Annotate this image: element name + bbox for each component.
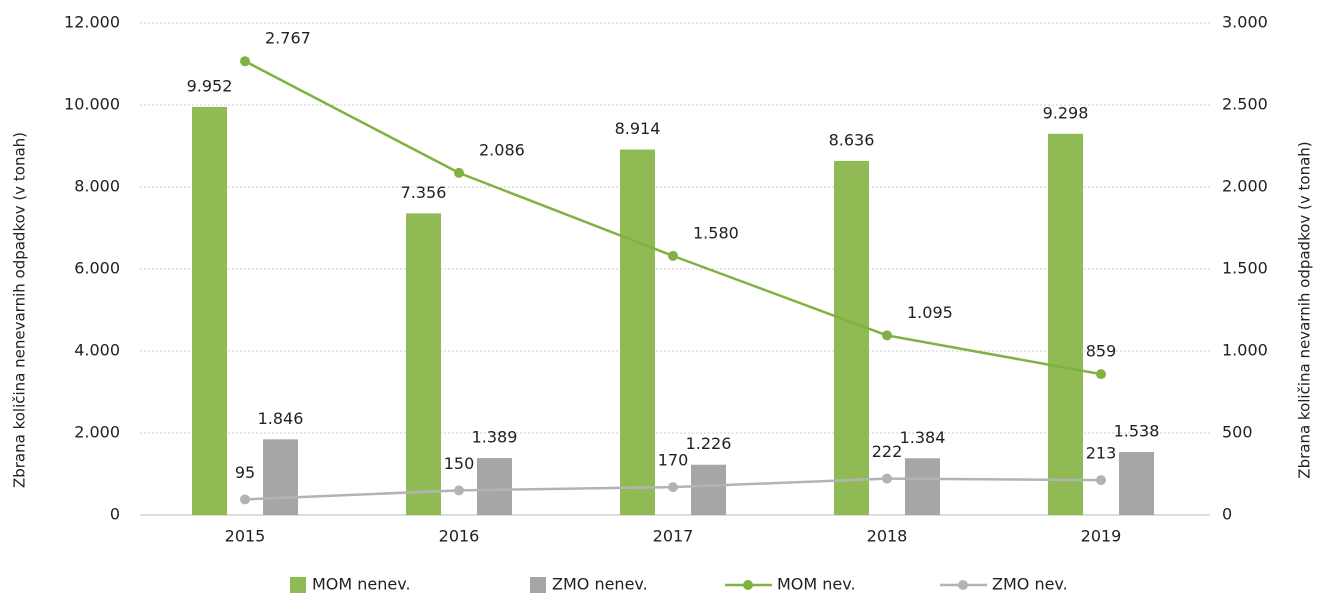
y2-tick-label: 2.500 bbox=[1222, 95, 1268, 114]
data-label: 170 bbox=[658, 451, 689, 470]
x-tick-label: 2017 bbox=[653, 527, 694, 546]
data-label: 1.226 bbox=[686, 434, 732, 453]
data-label: 2.767 bbox=[265, 29, 311, 48]
data-label: 213 bbox=[1086, 444, 1117, 463]
legend-swatch bbox=[743, 580, 753, 590]
x-tick-label: 2018 bbox=[867, 527, 908, 546]
marker bbox=[240, 494, 250, 505]
data-label: 1.846 bbox=[258, 409, 304, 428]
data-label: 8.914 bbox=[615, 119, 661, 138]
data-label: 8.636 bbox=[829, 130, 875, 149]
legend-swatch bbox=[530, 577, 546, 593]
marker bbox=[454, 485, 464, 496]
data-label: 1.384 bbox=[900, 428, 946, 447]
line bbox=[244, 60, 1102, 376]
bar bbox=[620, 149, 655, 515]
y2-axis-title: Zbrana količina nevarnih odpadkov (v ton… bbox=[1296, 141, 1314, 478]
bar bbox=[1048, 133, 1083, 516]
y-tick-label: 2.000 bbox=[74, 423, 120, 442]
data-label: 1.389 bbox=[472, 428, 518, 447]
y-tick-label: 4.000 bbox=[74, 341, 120, 360]
data-label: 1.538 bbox=[1114, 421, 1160, 440]
data-label: 1.580 bbox=[693, 223, 739, 242]
legend-label: MOM nenev. bbox=[312, 575, 411, 594]
legend-swatch bbox=[290, 577, 306, 593]
bar bbox=[263, 439, 298, 515]
y2-tick-label: 2.000 bbox=[1222, 177, 1268, 196]
marker bbox=[882, 473, 892, 484]
marker bbox=[454, 167, 464, 178]
bar bbox=[406, 213, 441, 516]
legend-label: ZMO nenev. bbox=[552, 575, 648, 594]
data-label: 2.086 bbox=[479, 140, 525, 159]
y-tick-label: 0 bbox=[110, 505, 120, 524]
legend-swatch bbox=[958, 580, 968, 590]
y2-tick-label: 0 bbox=[1222, 505, 1232, 524]
y2-tick-label: 500 bbox=[1222, 423, 1253, 442]
data-label: 150 bbox=[444, 454, 475, 473]
y-tick-label: 8.000 bbox=[74, 177, 120, 196]
bar bbox=[691, 464, 726, 515]
data-label: 95 bbox=[235, 463, 255, 482]
marker bbox=[240, 56, 250, 67]
y-tick-label: 6.000 bbox=[74, 259, 120, 278]
marker bbox=[668, 482, 678, 493]
marker bbox=[882, 330, 892, 341]
bar bbox=[477, 458, 512, 515]
bar bbox=[1119, 451, 1154, 515]
marker bbox=[1096, 475, 1106, 486]
data-label: 1.095 bbox=[907, 303, 953, 322]
legend-label: MOM nev. bbox=[777, 575, 856, 594]
data-label: 9.298 bbox=[1043, 103, 1089, 122]
x-tick-label: 2019 bbox=[1081, 527, 1122, 546]
y2-tick-label: 1.500 bbox=[1222, 259, 1268, 278]
data-label: 859 bbox=[1086, 342, 1117, 361]
data-label: 222 bbox=[872, 442, 903, 461]
marker bbox=[1096, 369, 1106, 380]
bar bbox=[834, 160, 869, 515]
bar bbox=[192, 106, 227, 515]
marker bbox=[668, 250, 678, 261]
y-tick-label: 12.000 bbox=[64, 13, 120, 32]
bar bbox=[905, 458, 940, 515]
data-label: 7.356 bbox=[401, 183, 447, 202]
y-tick-label: 10.000 bbox=[64, 95, 120, 114]
data-label: 9.952 bbox=[187, 76, 233, 95]
x-tick-label: 2016 bbox=[439, 527, 480, 546]
y-axis-title: Zbrana količina nenevarnih odpadkov (v t… bbox=[11, 132, 29, 488]
y2-tick-label: 1.000 bbox=[1222, 341, 1268, 360]
x-tick-label: 2015 bbox=[225, 527, 266, 546]
y2-tick-label: 3.000 bbox=[1222, 13, 1268, 32]
legend-label: ZMO nev. bbox=[992, 575, 1068, 594]
